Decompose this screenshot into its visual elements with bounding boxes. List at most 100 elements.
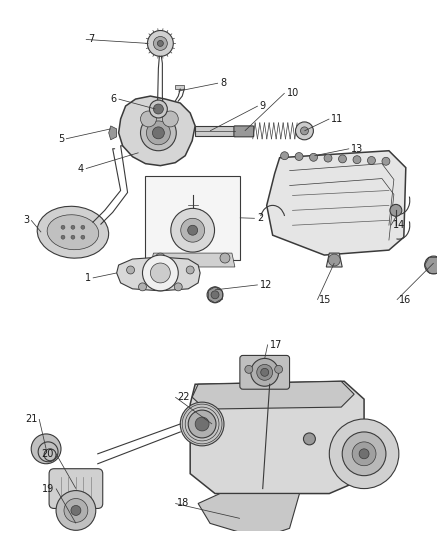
Circle shape [257,365,273,380]
Circle shape [251,358,279,386]
Circle shape [142,255,178,291]
Circle shape [81,235,85,239]
Circle shape [324,154,332,162]
Circle shape [61,235,65,239]
Polygon shape [326,253,342,267]
Circle shape [155,253,165,263]
FancyBboxPatch shape [240,356,290,389]
Text: 7: 7 [88,35,94,44]
Text: 18: 18 [177,498,190,508]
Circle shape [304,433,315,445]
Text: 13: 13 [351,144,364,154]
Circle shape [353,156,361,164]
Circle shape [174,283,182,291]
Text: 19: 19 [42,483,54,494]
Circle shape [211,291,219,299]
Circle shape [367,157,375,165]
Circle shape [207,287,223,303]
Circle shape [261,368,268,376]
Ellipse shape [47,215,99,249]
Text: 5: 5 [58,134,64,144]
Polygon shape [119,96,195,166]
Text: 2: 2 [257,213,263,223]
Polygon shape [117,257,200,291]
Circle shape [64,498,88,522]
Text: 3: 3 [23,215,29,225]
Text: 8: 8 [220,78,226,88]
Circle shape [300,127,308,135]
Circle shape [141,115,176,151]
Circle shape [295,152,303,160]
Circle shape [329,419,399,489]
Circle shape [153,104,163,114]
Circle shape [220,253,230,263]
Polygon shape [150,253,235,267]
Circle shape [342,432,386,475]
Circle shape [352,442,376,466]
Polygon shape [109,126,117,140]
Polygon shape [267,151,406,255]
Circle shape [195,417,209,431]
Text: 9: 9 [260,101,266,111]
Circle shape [296,122,314,140]
Circle shape [310,154,318,161]
Text: 15: 15 [319,295,332,305]
Circle shape [186,266,194,274]
Circle shape [141,111,156,127]
Text: 20: 20 [42,449,54,459]
Circle shape [148,30,173,56]
Circle shape [425,256,438,274]
Circle shape [328,254,340,266]
Circle shape [339,155,346,163]
Circle shape [180,402,224,446]
Circle shape [188,225,198,235]
Circle shape [245,365,253,373]
Text: 12: 12 [260,280,272,290]
Circle shape [71,225,75,229]
Circle shape [61,225,65,229]
Text: 21: 21 [25,414,37,424]
Polygon shape [190,381,364,494]
Circle shape [162,111,178,127]
Polygon shape [192,381,354,409]
Circle shape [359,449,369,459]
Circle shape [149,100,167,118]
Ellipse shape [37,206,109,258]
Circle shape [81,225,85,229]
Circle shape [127,266,134,274]
Circle shape [38,442,58,462]
Circle shape [146,121,170,145]
Circle shape [157,41,163,46]
Text: 4: 4 [78,164,84,174]
FancyBboxPatch shape [234,126,254,137]
Circle shape [44,449,56,461]
Text: 22: 22 [177,392,190,402]
Circle shape [56,490,96,530]
Polygon shape [195,126,235,136]
Circle shape [71,505,81,515]
Polygon shape [175,85,184,89]
Circle shape [31,434,61,464]
Circle shape [171,208,215,252]
Circle shape [71,235,75,239]
Polygon shape [198,494,300,533]
Text: 11: 11 [331,114,343,124]
Circle shape [281,152,289,160]
Text: 14: 14 [393,220,405,230]
Circle shape [150,263,170,283]
Text: 6: 6 [110,94,117,104]
Text: 16: 16 [399,295,411,305]
Circle shape [181,219,205,242]
FancyBboxPatch shape [49,469,103,508]
Circle shape [390,204,402,216]
Circle shape [188,410,216,438]
Circle shape [382,157,390,165]
Circle shape [138,283,146,291]
Circle shape [153,36,167,51]
Bar [145,175,240,260]
Circle shape [275,365,283,373]
Text: 1: 1 [85,273,91,283]
Text: 17: 17 [270,340,282,350]
Text: 10: 10 [286,88,299,98]
Circle shape [152,127,164,139]
